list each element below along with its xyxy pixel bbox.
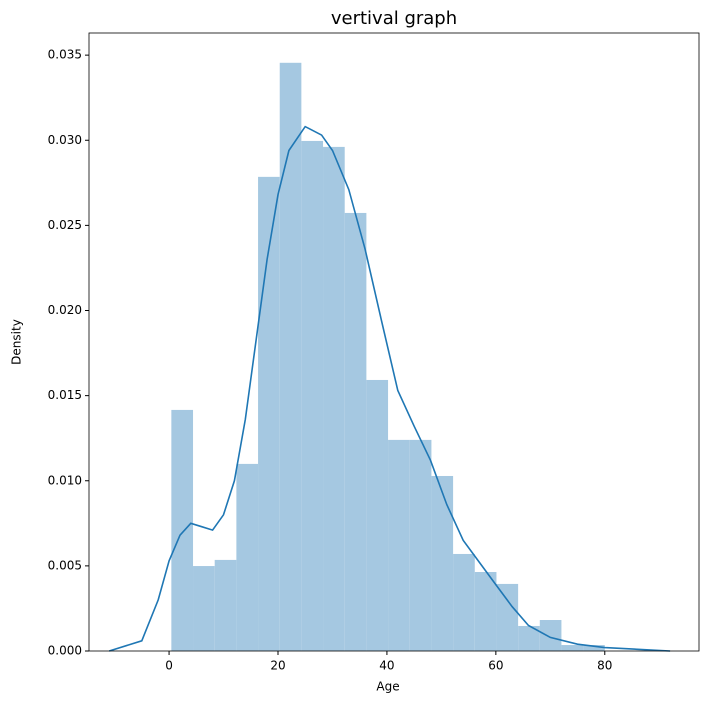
- bar: [474, 572, 497, 651]
- y-tick-label: 0.010: [48, 473, 82, 487]
- bar: [431, 475, 454, 651]
- y-tick-label: 0.005: [48, 558, 82, 572]
- y-tick-label: 0.000: [48, 644, 82, 658]
- y-axis-label: Density: [10, 319, 24, 365]
- y-tick-label: 0.030: [48, 133, 82, 147]
- bar: [236, 463, 259, 651]
- x-axis-label: Age: [376, 680, 399, 694]
- kde-line: [108, 125, 671, 652]
- bar: [583, 645, 605, 651]
- x-tick-label: 40: [379, 659, 394, 673]
- bar: [518, 625, 540, 651]
- x-tick-label: 20: [270, 659, 285, 673]
- bar: [388, 439, 410, 651]
- y-tick-label: 0.015: [48, 388, 82, 402]
- y-tick-label: 0.025: [48, 218, 82, 232]
- x-tick-label: 80: [597, 659, 612, 673]
- bar: [453, 553, 475, 651]
- bar: [171, 409, 194, 651]
- plot-frame: [88, 32, 700, 652]
- bar: [496, 583, 519, 651]
- bar: [409, 439, 432, 651]
- bar: [214, 559, 237, 651]
- bar: [279, 62, 302, 651]
- y-tick-label: 0.020: [48, 303, 82, 317]
- x-tick-label: 0: [165, 659, 173, 673]
- bar: [323, 146, 345, 651]
- y-tick-label: 0.035: [48, 48, 82, 62]
- x-tick-label: 60: [488, 659, 503, 673]
- bar: [258, 176, 280, 651]
- bar: [561, 645, 584, 651]
- bar: [366, 379, 389, 651]
- bar: [539, 620, 562, 651]
- bar: [344, 212, 367, 651]
- bar: [193, 566, 215, 651]
- chart-title: vertival graph: [331, 8, 457, 29]
- bar: [301, 140, 324, 651]
